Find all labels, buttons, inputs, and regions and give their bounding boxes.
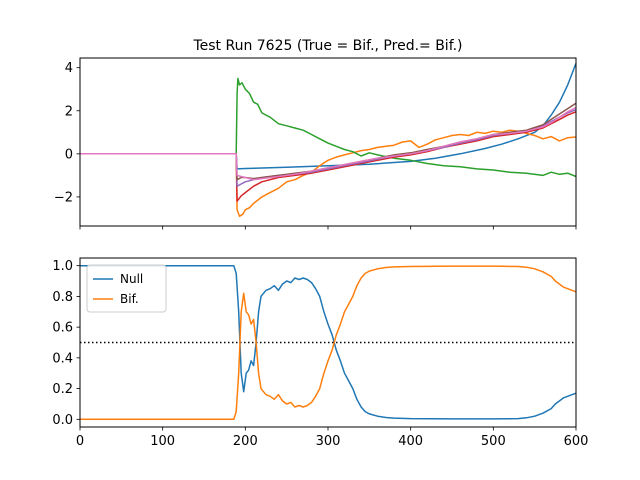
top-axes: −2 0 2 4	[54, 57, 577, 230]
top-series-line-0	[80, 63, 577, 170]
legend: Null Bif.	[86, 264, 167, 313]
top-series-line-6	[80, 106, 577, 181]
legend-box	[86, 264, 167, 313]
y-tick-label: 0.4	[52, 351, 73, 366]
chart-title: Test Run 7625 (True = Bif., Pred.= Bif.)	[192, 38, 462, 54]
bottom-y-ticks: 0.0 0.2 0.4 0.6 0.8 1.0	[52, 259, 80, 428]
y-tick-label: 0.8	[52, 290, 73, 305]
y-tick-label: 0.6	[52, 321, 73, 336]
bottom-series-line-null	[80, 264, 577, 420]
bottom-series-line-bif	[80, 265, 577, 421]
top-x-ticks	[79, 226, 577, 230]
legend-label-bif: Bif.	[120, 292, 139, 306]
legend-label-null: Null	[120, 272, 143, 286]
x-tick-label: 100	[150, 434, 175, 449]
top-series-line-1	[80, 129, 577, 218]
x-tick-label: 300	[316, 434, 341, 449]
y-tick-label: −2	[54, 190, 73, 205]
y-tick-label: 0.2	[52, 382, 73, 397]
x-tick-label: 200	[233, 434, 258, 449]
x-tick-label: 0	[76, 434, 84, 449]
top-series-line-3	[80, 111, 577, 202]
top-series-line-2	[80, 77, 577, 178]
y-tick-label: 4	[65, 61, 73, 76]
bottom-x-ticks: 0 100 200 300 400 500 600	[76, 427, 589, 449]
bottom-series-group	[80, 264, 577, 421]
y-tick-label: 0	[65, 147, 73, 162]
top-series-group	[80, 63, 577, 218]
top-y-ticks: −2 0 2 4	[54, 61, 80, 205]
x-tick-label: 600	[564, 434, 589, 449]
y-tick-label: 1.0	[52, 259, 73, 274]
y-tick-label: 2	[65, 104, 73, 119]
x-tick-label: 400	[398, 434, 423, 449]
x-tick-label: 500	[481, 434, 506, 449]
bottom-axes: 0.0 0.2 0.4 0.6 0.8 1.0 0 100 200 300 400 500 600 N…	[52, 257, 589, 449]
y-tick-label: 0.0	[52, 413, 73, 428]
